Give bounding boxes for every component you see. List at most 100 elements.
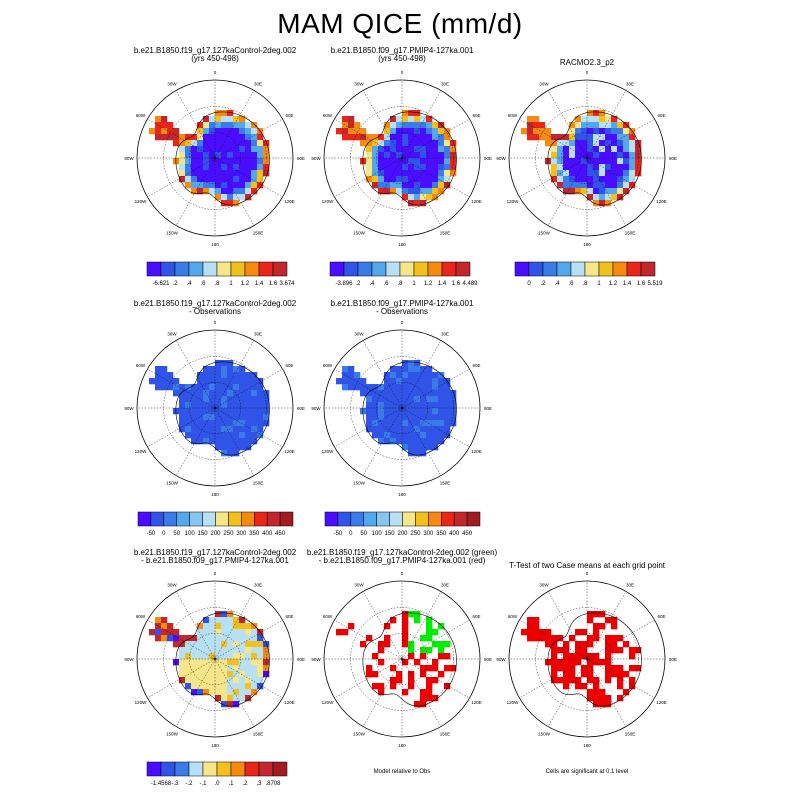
grid-cell [197,152,204,159]
grid-cell [227,653,234,660]
grid-cell [450,402,457,409]
lon-label: 150E [440,480,451,485]
grid-cell [527,116,534,123]
colorbar-box [188,761,204,777]
grid-cell [179,164,186,171]
grid-cell [432,182,439,189]
grid-cell [191,158,198,165]
grid-cell [420,450,427,457]
grid-cell [203,396,210,403]
grid-cell [257,414,264,421]
longitude-line [175,340,216,409]
grid-cell [408,653,415,660]
grid-cell [414,134,421,141]
grid-cell [191,683,198,690]
colorbar-label: 1.4 [623,281,632,287]
grid-cell [569,182,576,189]
grid-cell [221,426,228,433]
grid-cell [408,158,415,165]
grid-cell [635,158,642,165]
grid-cell [396,372,403,379]
grid-cell [444,426,451,433]
grid-cell [233,683,240,690]
grid-cell [197,402,204,409]
latitude-circle [189,132,241,184]
grid-cell [426,152,433,159]
grid-cell [581,641,588,648]
grid-cell [215,116,222,123]
grid-cell [185,146,192,153]
grid-cell [185,170,192,177]
grid-cell [227,408,234,415]
grid-cell [587,140,594,147]
grid-cell [408,432,415,439]
colorbar-label: .1 [228,781,234,787]
grid-cell [245,194,252,201]
grid-cell [233,128,240,135]
grid-cell [611,188,618,195]
grid-cell [366,390,373,397]
grid-cell [372,402,379,409]
grid-cell [402,372,409,379]
grid-cell [611,152,618,159]
colorbar-box [174,761,190,777]
grid-cell [257,140,264,147]
grid-cell [402,689,409,696]
grid-cell [221,641,228,648]
grid-cell [149,378,156,385]
grid-cell [233,134,240,141]
grid-cell [263,641,270,648]
colorbar-box [415,511,429,527]
colorbar-box [202,511,216,527]
grid-cell [239,134,246,141]
longitude-line [175,157,216,226]
lon-label: 90E [297,156,305,161]
colorbar-box [244,761,260,777]
grid-cell [408,378,415,385]
grid-cell [408,647,415,654]
grid-cell [396,396,403,403]
grid-cell [233,182,240,189]
grid-cell [408,116,415,123]
grid-cell [408,396,415,403]
grid-cell [611,134,618,141]
grid-cell [245,134,252,141]
pole-marker [212,405,218,411]
longitude-line [362,407,403,476]
grid-cell [414,426,421,433]
colorbar-box [230,261,246,277]
grid-cell [551,665,558,672]
colorbar-box [343,261,359,277]
grid-cell [617,170,624,177]
grid-cell [408,366,415,373]
grid-cell [426,635,433,642]
colorbar-label: 50 [173,531,180,537]
grid-cell [215,122,222,129]
grid-cell [221,438,228,445]
grid-cell [432,402,439,409]
grid-cell [396,164,403,171]
grid-cell [378,164,385,171]
grid-cell [414,366,421,373]
grid-cell [635,665,642,672]
data-field [336,611,457,708]
grid-cell [569,152,576,159]
grid-cell [629,164,636,171]
grid-cell [390,170,397,177]
grid-cell [402,432,409,439]
grid-cell [587,128,594,135]
grid-cell [402,194,409,201]
grid-cell [203,176,210,183]
lon-label: 0 [401,320,404,325]
grid-cell [221,611,228,618]
grid-cell [408,671,415,678]
grid-cell [179,408,186,415]
grid-cell [599,623,606,630]
colorbar-box [413,261,429,277]
panel-title: b.e21.B1850.f19_g17.127kaControl-2deg.00… [134,46,297,55]
grid-cell [215,653,222,660]
grid-cell [551,653,558,660]
grid-cell [197,158,204,165]
grid-cell [215,438,222,445]
lon-label: 150E [440,731,451,736]
